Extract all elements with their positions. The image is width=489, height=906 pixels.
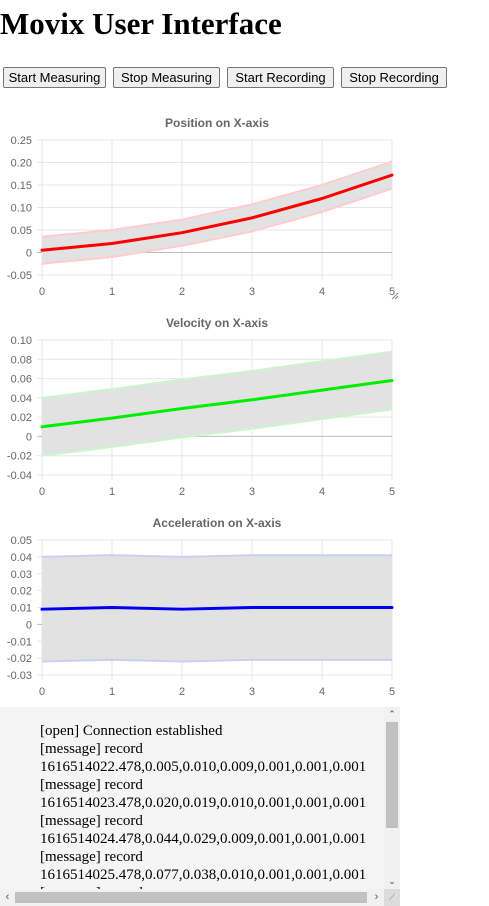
y-tick-label: 0.10 bbox=[11, 203, 32, 215]
y-tick-label: 0.04 bbox=[11, 552, 32, 564]
y-tick-label: -0.02 bbox=[7, 653, 32, 665]
y-tick-label: 0 bbox=[26, 431, 32, 443]
x-tick-label: 2 bbox=[179, 686, 185, 698]
log-line: [message] record bbox=[40, 849, 143, 865]
log-line: [message] record bbox=[40, 741, 143, 757]
x-tick-label: 1 bbox=[109, 486, 115, 498]
y-tick-label: 0.02 bbox=[11, 586, 32, 598]
x-tick-label: 5 bbox=[389, 486, 395, 498]
y-tick-label: -0.03 bbox=[7, 670, 32, 682]
y-tick-label: 0.03 bbox=[11, 569, 32, 581]
series-line bbox=[40, 379, 394, 429]
acceleration-chart: Acceleration on X-axis 0.05 0.04 0.03 0.02 0.… bbox=[7, 516, 395, 698]
x-tick-label: 3 bbox=[249, 486, 255, 498]
y-tick-label: 0 bbox=[26, 248, 32, 260]
y-tick-label: -0.04 bbox=[7, 470, 32, 482]
scroll-right-arrow-icon[interactable]: › bbox=[374, 891, 379, 903]
log-line: 1616514024.478,0.044,0.029,0.009,0.001,0… bbox=[40, 831, 367, 847]
y-tick-label: 0.25 bbox=[11, 135, 32, 147]
x-tick-label: 0 bbox=[39, 686, 45, 698]
x-tick-label: 4 bbox=[319, 686, 325, 698]
x-tick-label: 0 bbox=[39, 486, 45, 498]
log-line: 1616514025.478,0.077,0.038,0.010,0.001,0… bbox=[40, 867, 367, 883]
x-tick-label: 3 bbox=[249, 286, 255, 298]
y-tick-label: 0.05 bbox=[11, 225, 32, 237]
chart-resize-grip-icon[interactable] bbox=[391, 292, 399, 300]
horizontal-scrollbar[interactable]: ‹ › bbox=[0, 889, 384, 906]
x-tick-label: 5 bbox=[389, 686, 395, 698]
log-line: [message] record bbox=[40, 813, 143, 829]
band-lower-line bbox=[41, 408, 393, 457]
y-tick-label: 0.01 bbox=[11, 603, 32, 615]
page-title: Movix User Interface bbox=[0, 6, 282, 41]
scroll-left-arrow-icon[interactable]: ‹ bbox=[5, 891, 10, 903]
x-tick-label: 0 bbox=[39, 286, 45, 298]
x-tick-label: 1 bbox=[109, 286, 115, 298]
message-log[interactable]: [open] Connection established [message] r… bbox=[0, 707, 400, 906]
scroll-up-arrow-icon[interactable]: ⌃ bbox=[388, 709, 396, 719]
resize-grip-icon[interactable]: ⟋ bbox=[384, 889, 400, 906]
band-upper-line bbox=[41, 160, 393, 238]
start-measuring-button[interactable]: Start Measuring bbox=[3, 67, 106, 88]
x-tick-label: 1 bbox=[109, 686, 115, 698]
band-lower-line bbox=[41, 187, 393, 265]
position-chart: Position on X-axis0.250.200.150.100.050-… bbox=[7, 116, 399, 300]
y-tick-label: 0.08 bbox=[11, 354, 32, 366]
band-lower-line bbox=[41, 658, 392, 663]
stop-measuring-button[interactable]: Stop Measuring bbox=[113, 67, 220, 88]
y-tick-label: -0.05 bbox=[7, 270, 32, 282]
vertical-scroll-thumb[interactable] bbox=[386, 722, 398, 828]
y-tick-label: 0.20 bbox=[11, 158, 32, 170]
scroll-down-arrow-icon[interactable]: ⌄ bbox=[388, 876, 396, 886]
x-tick-label: 5 bbox=[389, 286, 395, 298]
horizontal-scroll-thumb[interactable] bbox=[15, 892, 367, 903]
log-line: 1616514023.478,0.020,0.019,0.010,0.001,0… bbox=[40, 795, 367, 811]
y-tick-label: 0.10 bbox=[11, 335, 32, 347]
y-tick-label: 0.05 bbox=[11, 535, 32, 547]
log-line: [open] Connection established bbox=[40, 723, 223, 739]
y-tick-label: 0.04 bbox=[11, 393, 32, 405]
chart-title: Position on X-axis bbox=[165, 116, 269, 130]
y-tick-label: 0 bbox=[26, 619, 32, 631]
band-upper-line bbox=[41, 350, 393, 399]
log-line: 1616514022.478,0.005,0.010,0.009,0.001,0… bbox=[40, 759, 367, 775]
y-tick-label: -0.02 bbox=[7, 451, 32, 463]
y-tick-label: 0.02 bbox=[11, 412, 32, 424]
chart-title: Acceleration on X-axis bbox=[153, 516, 282, 530]
chart-title: Velocity on X-axis bbox=[166, 316, 268, 330]
y-tick-label: 0.06 bbox=[11, 374, 32, 386]
y-tick-label: -0.01 bbox=[7, 636, 32, 648]
vertical-scrollbar[interactable]: ⌃ ⌄ bbox=[384, 707, 400, 889]
series-line bbox=[40, 173, 394, 252]
series-line bbox=[40, 606, 394, 611]
stop-recording-button[interactable]: Stop Recording bbox=[341, 67, 447, 88]
velocity-chart: Velocity on X-axis0.100.080.060.040.020-… bbox=[7, 316, 395, 498]
start-recording-button[interactable]: Start Recording bbox=[227, 67, 334, 88]
x-tick-label: 4 bbox=[319, 486, 325, 498]
band-upper-line bbox=[41, 554, 392, 558]
chart-resize-grip-icon[interactable] bbox=[394, 295, 399, 300]
x-tick-label: 2 bbox=[179, 486, 185, 498]
y-tick-label: 0.15 bbox=[11, 180, 32, 192]
log-line: [message] record bbox=[40, 777, 143, 793]
x-tick-label: 4 bbox=[319, 286, 325, 298]
x-tick-label: 3 bbox=[249, 686, 255, 698]
x-tick-label: 2 bbox=[179, 286, 185, 298]
log-content: [open] Connection established [message] r… bbox=[40, 722, 384, 902]
